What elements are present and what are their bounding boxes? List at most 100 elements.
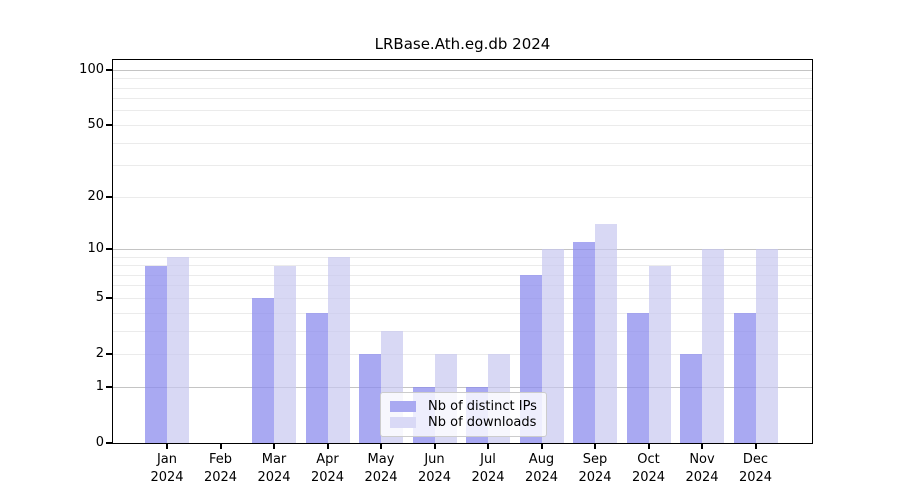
bar-dec-downloads xyxy=(755,249,778,443)
y-tick-100 xyxy=(106,69,113,72)
x-tick-jul xyxy=(487,443,489,449)
x-tick-mar xyxy=(273,443,275,449)
gridline-minor-6 xyxy=(113,285,812,287)
y-tick-20 xyxy=(106,196,113,199)
bar-apr-downloads xyxy=(327,257,350,443)
gridline-major-100 xyxy=(113,69,812,71)
bar-aug-downloads xyxy=(541,249,564,443)
legend: Nb of distinct IPs Nb of downloads xyxy=(380,392,547,437)
x-tick-month-oct: Oct xyxy=(637,452,660,467)
bar-nov-downloads xyxy=(702,249,724,443)
legend-swatch-downloads xyxy=(390,417,416,428)
bar-apr-distinct-ips xyxy=(305,313,328,443)
y-tick-label-1: 1 xyxy=(95,379,104,394)
y-tick-label-2: 2 xyxy=(95,346,104,362)
x-tick-month-apr: Apr xyxy=(316,452,339,467)
gridline-minor-2 xyxy=(113,353,812,355)
x-tick-label-jan: Jan 2024 xyxy=(135,451,199,487)
x-tick-nov xyxy=(701,443,703,449)
x-tick-label-may: May 2024 xyxy=(349,451,413,487)
x-tick-month-aug: Aug xyxy=(528,452,555,467)
gridline-minor-5 xyxy=(113,297,812,299)
x-tick-month-jan: Jan xyxy=(156,452,178,467)
x-tick-year-sep: 2024 xyxy=(578,470,612,485)
x-tick-month-nov: Nov xyxy=(689,452,715,467)
x-tick-month-jun: Jun xyxy=(424,452,445,467)
x-tick-label-aug: Aug 2024 xyxy=(510,451,574,487)
x-tick-label-jul: Jul 2024 xyxy=(456,451,520,487)
x-tick-label-sep: Sep 2024 xyxy=(563,451,627,487)
x-tick-dec xyxy=(754,443,757,449)
x-tick-may xyxy=(380,443,382,449)
x-tick-jun xyxy=(433,443,436,449)
bar-mar-downloads xyxy=(274,265,296,443)
y-tick-50 xyxy=(106,124,113,127)
x-tick-year-mar: 2024 xyxy=(257,470,291,485)
gridline-minor-40 xyxy=(113,142,812,144)
gridline-minor-70 xyxy=(113,98,812,100)
legend-item-downloads: Nb of downloads xyxy=(390,415,538,430)
x-tick-label-mar: Mar 2024 xyxy=(242,451,306,487)
legend-label-downloads: Nb of downloads xyxy=(428,415,537,430)
x-tick-year-apr: 2024 xyxy=(310,470,345,485)
y-tick-label-5: 5 xyxy=(95,290,104,306)
bar-dec-distinct-ips xyxy=(733,313,756,443)
x-tick-label-oct: Oct 2024 xyxy=(617,451,681,487)
y-tick-label-0: 0 xyxy=(95,435,104,450)
y-tick-5 xyxy=(106,297,113,300)
bar-oct-distinct-ips xyxy=(626,313,649,443)
x-tick-month-may: May xyxy=(367,452,395,467)
x-tick-month-jul: Jul xyxy=(480,452,496,467)
legend-item-distinct-ips: Nb of distinct IPs xyxy=(390,399,538,414)
x-tick-year-dec: 2024 xyxy=(738,470,773,485)
gridline-minor-3 xyxy=(113,330,812,332)
bar-may-distinct-ips xyxy=(359,354,381,443)
y-tick-label-100: 100 xyxy=(79,62,104,78)
bar-mar-distinct-ips xyxy=(252,298,274,443)
bar-jan-downloads xyxy=(167,257,189,443)
x-tick-month-mar: Mar xyxy=(261,452,287,467)
x-tick-label-dec: Dec 2024 xyxy=(724,451,788,487)
y-tick-label-10: 10 xyxy=(87,241,104,257)
gridline-minor-90 xyxy=(113,78,812,80)
bar-sep-downloads xyxy=(595,224,617,443)
x-tick-year-jul: 2024 xyxy=(471,470,505,485)
gridline-major-10 xyxy=(113,248,812,250)
legend-swatch-distinct-ips xyxy=(390,401,416,412)
x-tick-year-feb: 2024 xyxy=(203,470,238,485)
x-tick-jan xyxy=(166,443,168,449)
gridline-minor-80 xyxy=(113,87,812,89)
bar-nov-distinct-ips xyxy=(680,354,702,443)
bar-oct-downloads xyxy=(648,265,671,443)
x-tick-aug xyxy=(540,443,543,449)
plot-area xyxy=(112,59,813,444)
x-tick-year-may: 2024 xyxy=(364,470,398,485)
x-tick-oct xyxy=(647,443,650,449)
x-tick-apr xyxy=(326,443,329,449)
x-tick-label-apr: Apr 2024 xyxy=(296,451,360,487)
gridline-minor-30 xyxy=(113,165,812,167)
x-tick-year-nov: 2024 xyxy=(685,470,719,485)
x-tick-month-feb: Feb xyxy=(208,452,233,467)
x-tick-label-feb: Feb 2024 xyxy=(189,451,253,487)
bar-sep-distinct-ips xyxy=(573,242,595,443)
bar-jan-distinct-ips xyxy=(145,265,167,443)
y-tick-1 xyxy=(106,386,113,388)
x-tick-label-nov: Nov 2024 xyxy=(670,451,734,487)
x-tick-label-jun: Jun 2024 xyxy=(403,451,467,487)
y-tick-label-50: 50 xyxy=(87,117,104,133)
gridline-minor-9 xyxy=(113,256,812,258)
x-tick-year-oct: 2024 xyxy=(631,470,666,485)
y-tick-10 xyxy=(106,248,113,251)
gridline-minor-8 xyxy=(113,265,812,266)
gridline-minor-20 xyxy=(113,196,812,198)
gridline-minor-60 xyxy=(113,110,812,112)
gridline-minor-4 xyxy=(113,312,812,314)
x-tick-month-sep: Sep xyxy=(582,452,608,467)
x-tick-year-aug: 2024 xyxy=(524,470,559,485)
gridline-minor-50 xyxy=(113,124,812,126)
y-tick-2 xyxy=(106,353,113,356)
x-tick-sep xyxy=(594,443,596,449)
x-tick-year-jan: 2024 xyxy=(150,470,184,485)
